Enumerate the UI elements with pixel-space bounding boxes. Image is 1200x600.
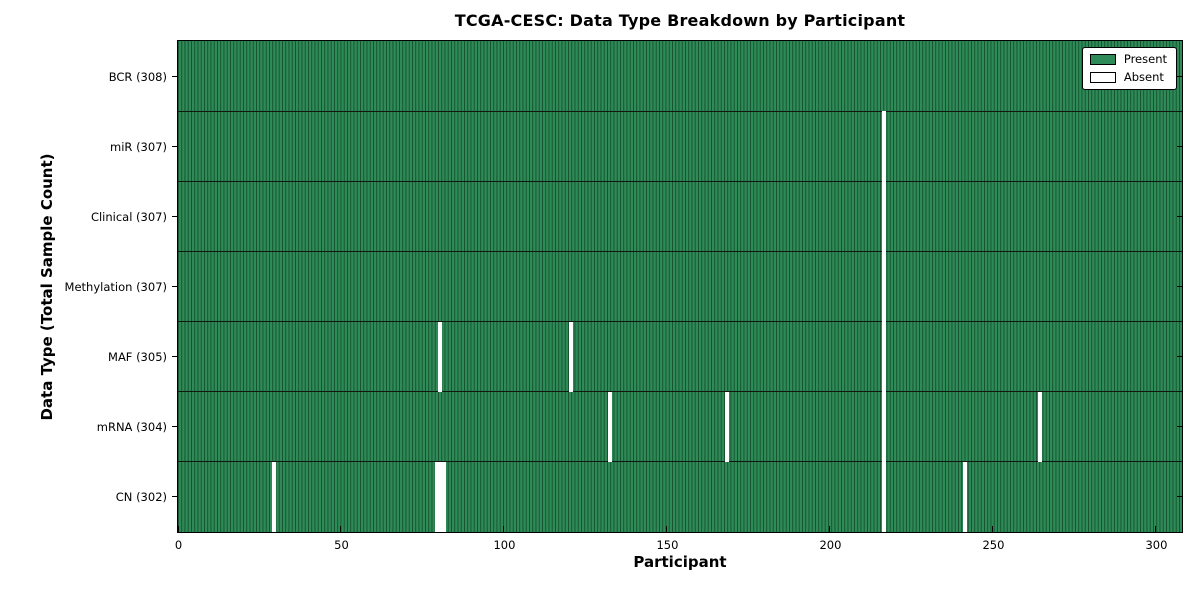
legend-entry: Present — [1089, 52, 1167, 66]
y-tick — [172, 286, 178, 287]
x-tick-label: 0 — [174, 538, 183, 552]
row-mrna — [178, 391, 1182, 462]
y-tick-label-mir: miR (307) — [110, 139, 167, 154]
absent-gap — [881, 111, 886, 182]
row-divider — [178, 391, 1182, 393]
legend-label: Present — [1123, 52, 1167, 66]
y-tick — [1177, 215, 1182, 217]
x-tick — [177, 526, 179, 532]
absent-gap — [725, 391, 730, 462]
row-clinical — [178, 181, 1182, 252]
y-tick — [1177, 286, 1182, 287]
absent-gap — [1038, 391, 1043, 462]
x-tick — [1155, 526, 1157, 532]
absent-gap — [881, 251, 886, 322]
y-tick — [172, 215, 178, 217]
y-axis-tick-labels: BCR (308) miR (307) Clinical (307) Methylat… — [0, 40, 172, 533]
plot-area: Present Absent — [172, 40, 1183, 533]
x-tick — [503, 526, 505, 532]
x-axis-label: Participant — [633, 553, 727, 571]
y-tick — [172, 356, 178, 358]
y-tick — [172, 145, 178, 147]
y-tick-label-maf: MAF (305) — [108, 350, 167, 365]
y-tick-label-cn: CN (302) — [115, 490, 167, 505]
absent-gap — [963, 461, 968, 532]
y-tick — [1177, 356, 1182, 358]
legend-swatch-absent — [1089, 71, 1116, 83]
x-tick — [829, 526, 831, 532]
row-divider — [178, 110, 1182, 112]
chart-title: TCGA-CESC: Data Type Breakdown by Partic… — [454, 11, 906, 30]
absent-gap — [435, 461, 440, 532]
y-tick-label-mrna: mRNA (304) — [96, 420, 167, 435]
x-tick — [992, 526, 994, 532]
absent-gap — [438, 321, 443, 392]
y-tick — [1177, 75, 1182, 77]
legend: Present Absent — [1081, 47, 1177, 90]
y-tick — [1177, 496, 1182, 498]
x-tick-label: 300 — [1145, 538, 1168, 552]
legend-label: Absent — [1123, 70, 1164, 84]
row-maf — [178, 321, 1182, 392]
y-tick-label-clinical: Clinical (307) — [90, 209, 167, 224]
legend-swatch-present — [1089, 53, 1116, 65]
row-mir — [178, 111, 1182, 182]
y-tick — [172, 426, 178, 428]
y-tick — [1177, 426, 1182, 428]
x-axis-tick-labels: 0 50 100 150 200 250 300 — [174, 538, 1183, 554]
y-tick — [172, 496, 178, 498]
x-tick-label: 150 — [656, 538, 679, 552]
row-bcr — [178, 41, 1182, 112]
x-tick — [666, 526, 668, 532]
absent-gap — [272, 461, 277, 532]
absent-gap — [607, 391, 612, 462]
row-divider — [178, 250, 1182, 252]
y-tick — [1177, 145, 1182, 147]
x-tick-label: 100 — [493, 538, 516, 552]
row-divider — [178, 321, 1182, 323]
absent-gap — [881, 181, 886, 252]
row-cn — [178, 461, 1182, 532]
x-tick-label: 200 — [819, 538, 842, 552]
absent-gap — [881, 461, 886, 532]
y-tick-label-methylation: Methylation (307) — [64, 280, 167, 294]
x-tick — [340, 526, 342, 532]
absent-gap — [568, 321, 573, 392]
absent-gap — [441, 461, 446, 532]
y-tick-label-bcr: BCR (308) — [108, 69, 167, 84]
row-methylation — [178, 251, 1182, 322]
row-divider — [178, 461, 1182, 463]
legend-entry: Absent — [1089, 70, 1167, 84]
absent-gap — [438, 461, 443, 532]
absent-gap — [881, 321, 886, 392]
y-tick — [172, 75, 178, 77]
x-tick-label: 250 — [982, 538, 1005, 552]
x-tick-label: 50 — [334, 538, 349, 552]
row-divider — [178, 180, 1182, 182]
absent-gap — [881, 391, 886, 462]
